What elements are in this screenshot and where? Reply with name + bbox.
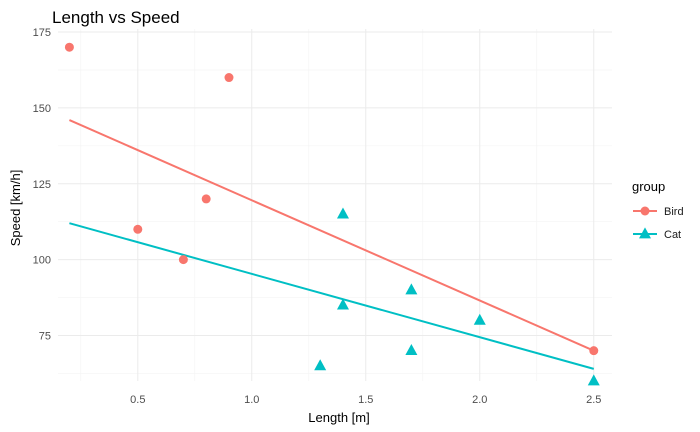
x-axis-ticks: 0.5 1.0 1.5 2.0 2.5 — [130, 394, 601, 406]
legend-item-cat: Cat — [633, 227, 681, 241]
y-axis-label: Speed [km/h] — [8, 170, 23, 247]
chart-title: Length vs Speed — [52, 8, 180, 27]
point-bird — [201, 194, 211, 204]
point-cat — [405, 283, 418, 295]
y-tick-label: 175 — [33, 27, 51, 39]
x-tick-label: 2.5 — [586, 394, 601, 406]
legend: group Bird Cat — [632, 179, 684, 241]
point-cat — [473, 313, 486, 325]
point-cat — [336, 207, 349, 219]
x-axis-label: Length [m] — [308, 410, 369, 425]
point-bird — [133, 224, 143, 234]
legend-label-cat: Cat — [664, 229, 681, 241]
x-tick-label: 0.5 — [130, 394, 145, 406]
point-cat — [336, 298, 349, 310]
legend-marker-bird — [640, 206, 650, 216]
x-tick-label: 1.0 — [244, 394, 259, 406]
legend-item-bird: Bird — [633, 206, 684, 218]
point-bird — [589, 346, 599, 356]
point-cat — [314, 359, 327, 371]
data-points — [64, 42, 600, 386]
point-bird — [64, 42, 74, 52]
x-tick-label: 2.0 — [472, 394, 487, 406]
point-cat — [587, 374, 600, 386]
y-tick-label: 150 — [33, 103, 51, 115]
y-axis-ticks: 75 100 125 150 175 — [33, 27, 51, 342]
y-tick-label: 100 — [33, 255, 51, 267]
y-tick-label: 125 — [33, 179, 51, 191]
point-bird — [224, 73, 234, 83]
trend-line-bird — [68, 119, 595, 352]
point-cat — [405, 344, 418, 356]
y-tick-label: 75 — [39, 330, 51, 342]
trend-line-cat — [69, 222, 595, 370]
grid — [58, 29, 612, 381]
trend-lines — [68, 119, 595, 370]
legend-label-bird: Bird — [664, 206, 684, 218]
point-bird — [178, 255, 188, 265]
legend-title: group — [632, 179, 665, 194]
legend-marker-cat — [639, 227, 651, 239]
x-tick-label: 1.5 — [358, 394, 373, 406]
